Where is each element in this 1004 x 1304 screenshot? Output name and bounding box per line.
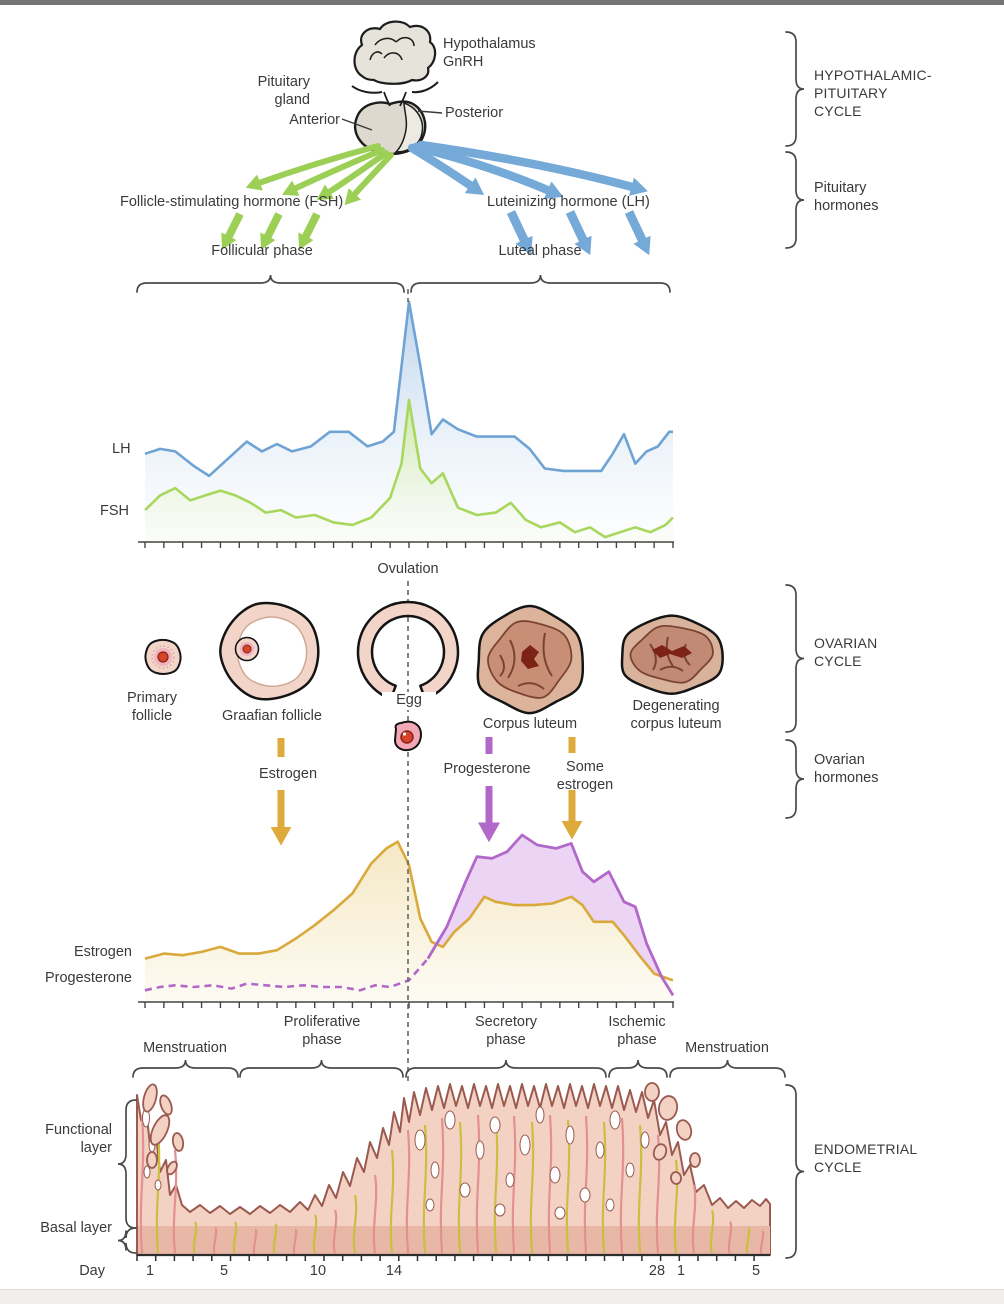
phase-secretory-label: Secretory phase <box>474 1014 538 1048</box>
day-axis-title: Day <box>79 1263 105 1279</box>
phase-menstruation-2-label: Menstruation <box>685 1040 769 1056</box>
figure-braces <box>117 31 805 1259</box>
pituitary-hormone-arrows <box>245 140 648 206</box>
top-border-bar <box>0 0 1004 5</box>
ovarian-hormones-label: Ovarian hormones <box>814 752 879 786</box>
lh-hormone-label: Luteinizing hormone (LH) <box>487 194 650 210</box>
luteal-phase-label: Luteal phase <box>498 243 582 259</box>
fsh-axis-label: FSH <box>100 503 129 519</box>
hypothalamus-gnrh-label: Hypothalamus GnRH <box>443 36 536 70</box>
footer-band <box>0 1289 1004 1304</box>
day-tick-1b: 1 <box>676 1263 686 1279</box>
gonadotropin-chart <box>138 300 674 548</box>
some-estrogen-label: Some estrogen <box>556 759 614 793</box>
pituitary-gland-label: Pituitary gland <box>257 74 310 108</box>
graafian-follicle-label: Graafian follicle <box>222 708 322 724</box>
basal-layer-label: Basal layer <box>40 1220 112 1236</box>
ovarian-hormone-arrows <box>270 737 583 846</box>
phase-ischemic-label: Ischemic phase <box>608 1014 666 1048</box>
day-tick-10: 10 <box>309 1263 327 1279</box>
day-tick-28: 28 <box>648 1263 666 1279</box>
follicular-phase-label: Follicular phase <box>211 243 313 259</box>
day-tick-5: 5 <box>219 1263 229 1279</box>
anterior-label: Anterior <box>289 112 340 128</box>
posterior-label: Posterior <box>445 105 504 121</box>
progesterone-axis-label: Progesterone <box>44 970 132 986</box>
phase-menstruation-1-label: Menstruation <box>143 1040 227 1056</box>
day-tick-1: 1 <box>145 1263 155 1279</box>
day-tick-14: 14 <box>385 1263 403 1279</box>
primary-follicle-label: Primary follicle <box>127 690 177 724</box>
estrogen-arrow-label: Estrogen <box>258 766 318 782</box>
corpus-luteum-label: Corpus luteum <box>482 716 578 732</box>
progesterone-arrow-label: Progesterone <box>443 761 531 777</box>
estrogen-axis-label: Estrogen <box>73 944 132 960</box>
egg-label: Egg <box>382 692 436 710</box>
endometrial-cycle-label: ENDOMETRIAL CYCLE <box>814 1141 918 1176</box>
ovarian-follicle-stages <box>144 600 724 752</box>
pituitary-gland-illustration <box>341 20 443 156</box>
ovarian-hormone-chart <box>138 833 675 1008</box>
hypothalamic-pituitary-cycle-label: HYPOTHALAMIC- PITUITARY CYCLE <box>814 67 932 120</box>
degenerating-corpus-luteum-label: Degenerating corpus luteum <box>630 698 722 732</box>
functional-layer-label: Functional layer <box>45 1122 112 1156</box>
lh-axis-label: LH <box>112 441 131 457</box>
ovarian-cycle-label: OVARIAN CYCLE <box>814 635 878 670</box>
endometrium-illustration <box>136 1082 771 1261</box>
hormone-direction-arrows <box>221 210 651 256</box>
ovulation-label: Ovulation <box>377 561 439 577</box>
fsh-hormone-label: Follicle-stimulating hormone (FSH) <box>120 194 344 210</box>
pituitary-hormones-label: Pituitary hormones <box>814 180 879 214</box>
phase-proliferative-label: Proliferative phase <box>283 1014 361 1048</box>
day-tick-5b: 5 <box>751 1263 761 1279</box>
